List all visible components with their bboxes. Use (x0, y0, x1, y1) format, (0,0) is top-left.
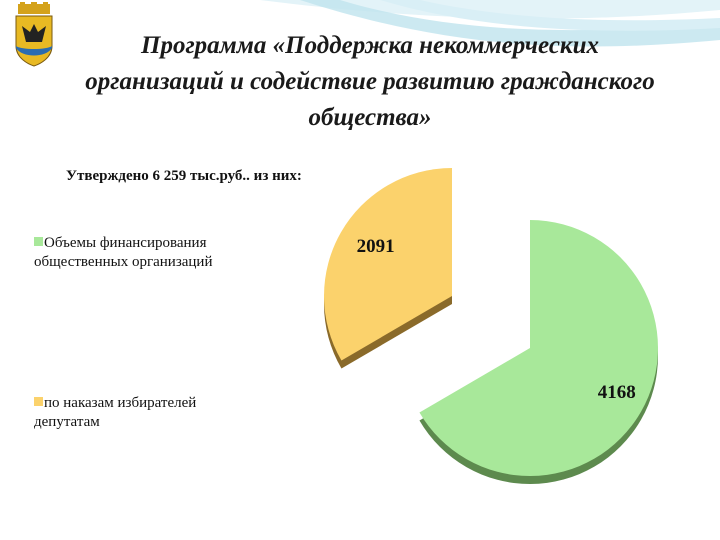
legend-item-deputies: по наказам избирателей депутатам (34, 394, 234, 432)
chart-subtitle: Утверждено 6 259 тыс.руб.. из них: (66, 168, 302, 184)
legend-label: Объемы финансирования общественных орган… (34, 235, 213, 270)
data-label-1: 2091 (357, 236, 395, 257)
legend-swatch-orange (34, 397, 43, 406)
legend-swatch-green (34, 237, 43, 246)
pie-slice-0 (419, 220, 658, 477)
legend-label: по наказам избирателей депутатам (34, 395, 197, 430)
header-decoration (260, 0, 720, 47)
pie-slice-1 (324, 168, 452, 361)
coat-of-arms-icon (15, 2, 53, 67)
legend-item-organizations: Объемы финансирования общественных орган… (34, 234, 264, 272)
slide-title: Программа «Поддержка некоммерческих орга… (85, 32, 655, 131)
data-label-0: 4168 (598, 382, 636, 403)
